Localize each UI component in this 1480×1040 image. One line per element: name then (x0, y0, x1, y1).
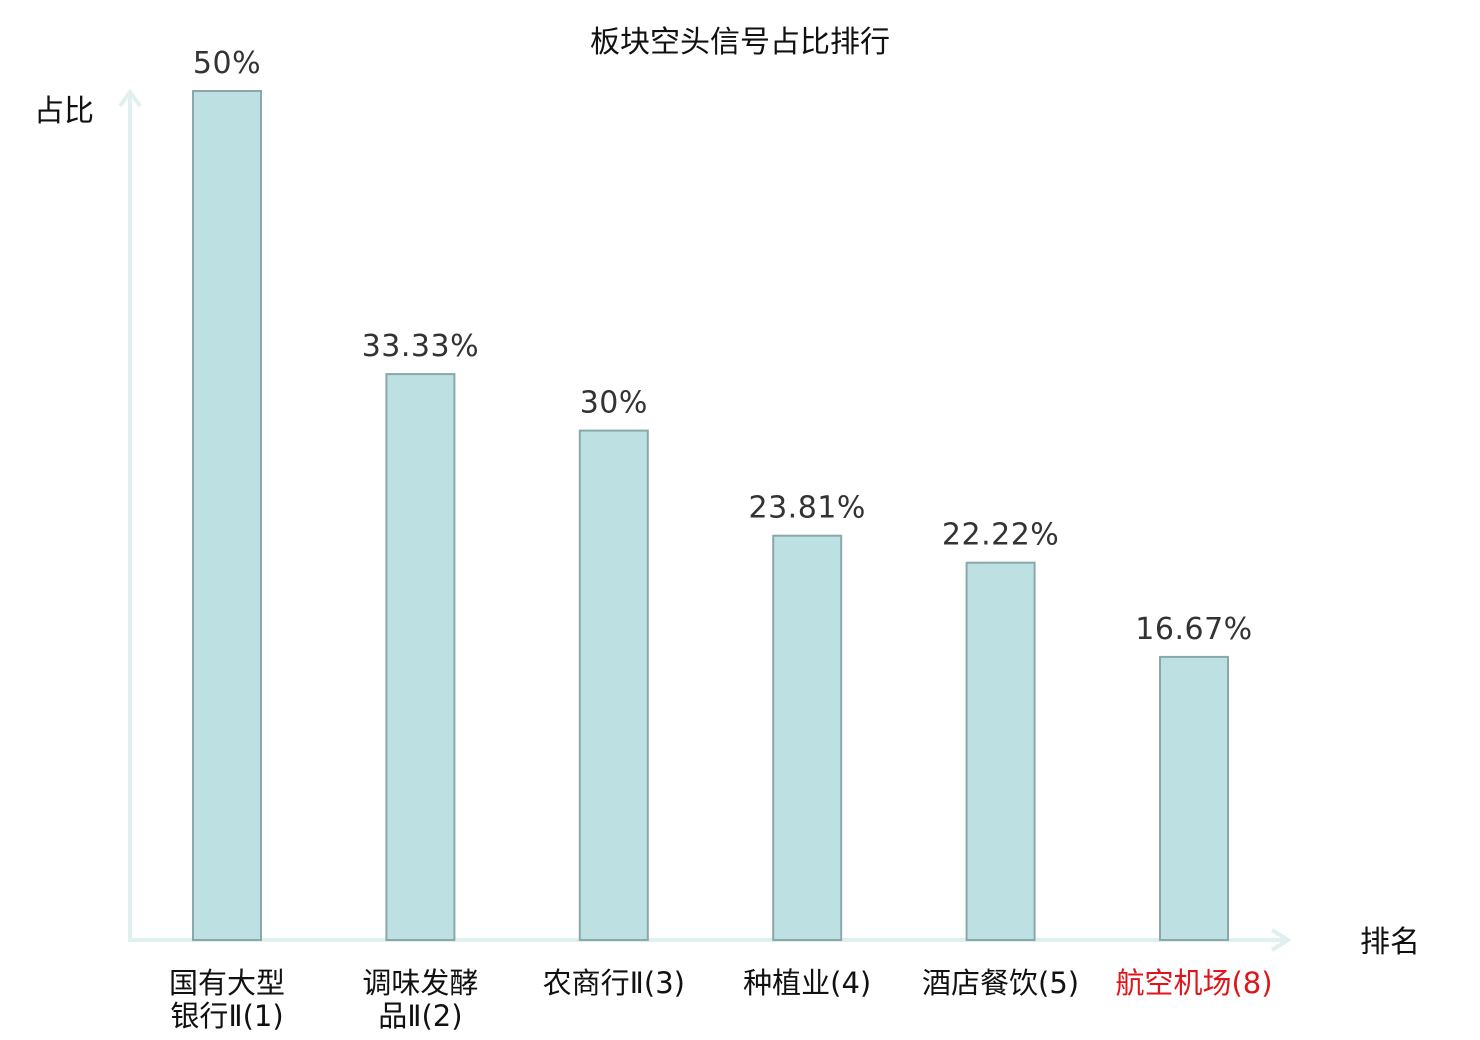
x-tick-label: 国有大型银行Ⅱ(1) (169, 966, 285, 1033)
x-tick-label: 调味发酵品Ⅱ(2) (362, 966, 478, 1033)
x-tick-label-line: 种植业(4) (743, 966, 871, 1000)
bar-value-label: 33.33% (362, 329, 479, 364)
bar (578, 429, 649, 941)
x-axis-label: 排名 (1360, 925, 1420, 960)
x-tick-label-line: 调味发酵 (362, 966, 478, 1000)
x-tick-label-line: 品Ⅱ(2) (378, 999, 462, 1033)
x-tick-label: 农商行Ⅱ(3) (543, 966, 685, 1000)
x-axis-arrow-icon (1270, 928, 1292, 952)
chart-title: 板块空头信号占比排行 (590, 25, 890, 60)
bar-value-label: 50% (193, 46, 261, 81)
category-labels-group: 国有大型银行Ⅱ(1) 调味发酵品Ⅱ(2) 农商行Ⅱ(3) 种植业(4) 酒店餐饮(5) 航… (169, 966, 1273, 1033)
value-labels-group: 50% 33.33% 30% 23.81% 22.22% 16.67% (193, 46, 1252, 647)
x-tick-label-line: 酒店餐饮(5) (922, 966, 1079, 1000)
x-tick-label-line: 银行Ⅱ(1) (170, 999, 283, 1033)
bar (192, 90, 262, 941)
axes (118, 88, 1292, 952)
bar (772, 534, 843, 941)
x-tick-label-line: 国有大型 (169, 966, 285, 1000)
bar-value-label: 16.67% (1135, 612, 1252, 647)
x-tick-label: 酒店餐饮(5) (922, 966, 1079, 1000)
bar-value-label: 23.81% (749, 491, 866, 526)
bar (1159, 655, 1229, 942)
bars-group (192, 90, 1229, 942)
bar-value-label: 22.22% (942, 518, 1059, 553)
x-tick-label: 种植业(4) (743, 966, 871, 1000)
y-axis-label: 占比 (34, 94, 94, 129)
y-axis-arrow-icon (118, 88, 142, 108)
bar (385, 373, 456, 942)
x-tick-label-line: 航空机场(8) (1115, 966, 1272, 1000)
x-tick-label: 航空机场(8) (1115, 966, 1272, 1000)
bar-value-label: 30% (580, 386, 648, 421)
bar (965, 561, 1036, 941)
x-tick-label-line: 农商行Ⅱ(3) (543, 966, 685, 1000)
